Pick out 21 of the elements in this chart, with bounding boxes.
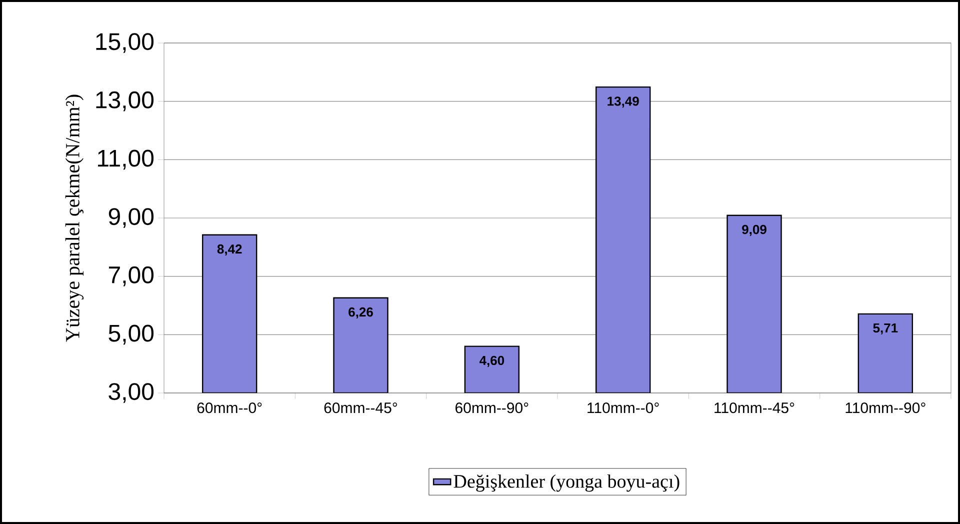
data-label: 5,71 (873, 323, 898, 334)
y-tick-label: 15,00 (96, 33, 154, 53)
data-label: 8,42 (217, 244, 242, 256)
data-label: 6,26 (348, 307, 373, 319)
y-tick-label: 3,00 (108, 383, 154, 403)
y-axis-title: Yüzeye paralel çekme(N/mm²) (65, 94, 84, 342)
data-label: 9,09 (742, 224, 766, 236)
data-label: 4,60 (479, 356, 504, 367)
x-tick-label: 110mm--90° (846, 402, 926, 414)
x-tick-label: 110mm--0° (588, 402, 659, 414)
data-label: 13,49 (608, 96, 639, 108)
x-tick-label: 60mm--90° (456, 402, 528, 414)
y-tick-label: 7,00 (108, 266, 154, 286)
y-tick-label: 11,00 (98, 150, 154, 170)
x-tick-label: 110mm--45° (714, 402, 794, 414)
x-tick-label: 60mm--0° (197, 402, 262, 414)
y-tick-label: 5,00 (108, 324, 154, 345)
legend-label: Değişkenler (yonga boyu-açı) (454, 474, 680, 492)
x-tick-label: 60mm--45° (324, 402, 398, 414)
y-tick-label: 9,00 (108, 208, 154, 228)
y-tick-label: 13,00 (96, 91, 154, 112)
